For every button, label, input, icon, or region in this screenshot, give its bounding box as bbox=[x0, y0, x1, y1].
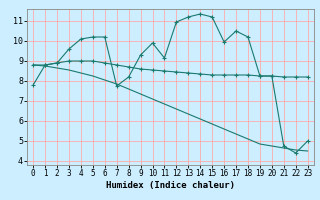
X-axis label: Humidex (Indice chaleur): Humidex (Indice chaleur) bbox=[106, 181, 235, 190]
